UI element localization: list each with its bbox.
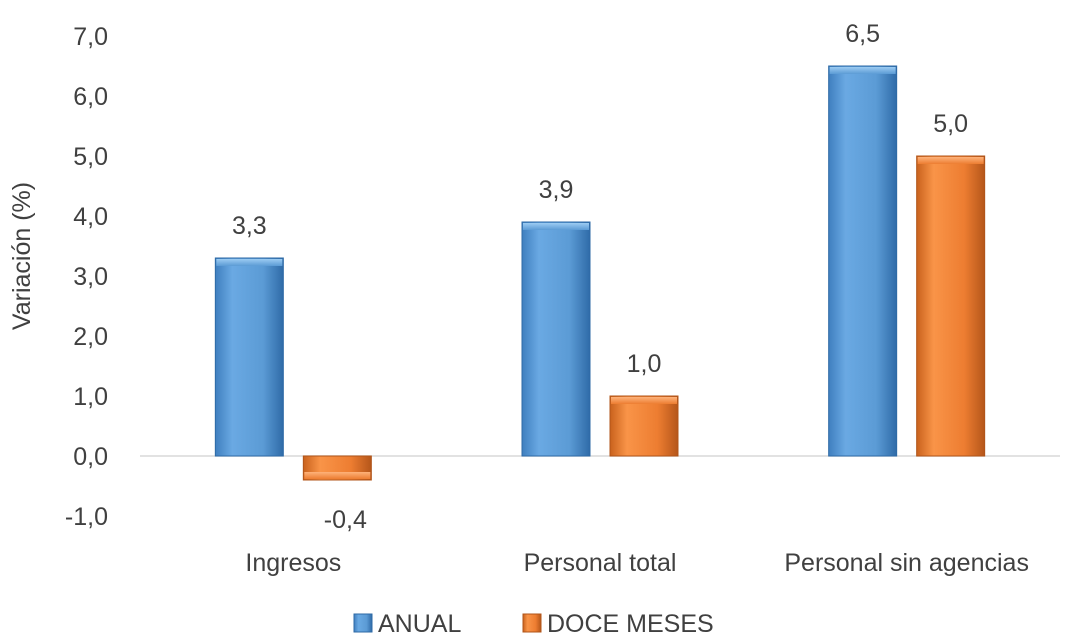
y-tick-label: 2,0	[73, 323, 108, 351]
legend: ANUAL DOCE MESES	[353, 610, 714, 638]
data-label: -0,4	[324, 506, 367, 534]
legend-swatch	[522, 613, 542, 633]
y-tick-label: 0,0	[73, 443, 108, 471]
bar-cap	[216, 259, 283, 266]
y-axis-ticks: -1,0 0,0 1,0 2,0 3,0 4,0 5,0 6,0 7,0	[65, 23, 108, 531]
bars-layer	[214, 65, 986, 481]
x-category-label: Personal sin agencias	[784, 549, 1029, 577]
bar-anual	[521, 221, 591, 457]
data-label: 3,9	[539, 176, 574, 204]
bar-body	[609, 395, 679, 457]
bar-body	[214, 257, 284, 457]
y-tick-label: -1,0	[65, 503, 108, 531]
bar-cap	[829, 67, 896, 74]
legend-item: DOCE MESES	[522, 610, 714, 638]
x-axis-ticks: Ingresos Personal total Personal sin agenc…	[245, 549, 1029, 577]
x-category-label: Personal total	[524, 549, 677, 577]
data-labels-layer: 3,3 -0,4 3,9 1,0 6,5 5,0	[232, 20, 968, 534]
data-label: 5,0	[933, 110, 968, 138]
bar-doce-meses	[609, 395, 679, 457]
bar-cap	[304, 472, 371, 479]
y-tick-label: 4,0	[73, 203, 108, 231]
bar-body	[521, 221, 591, 457]
y-tick-label: 7,0	[73, 23, 108, 51]
data-label: 3,3	[232, 212, 267, 240]
legend-item: ANUAL	[353, 610, 461, 638]
data-label: 1,0	[627, 350, 662, 378]
y-tick-label: 5,0	[73, 143, 108, 171]
bar-doce-meses	[302, 455, 372, 481]
y-tick-label: 1,0	[73, 383, 108, 411]
legend-label: DOCE MESES	[547, 610, 714, 638]
bar-body	[828, 65, 898, 457]
bar-body	[916, 155, 986, 457]
bar-anual	[828, 65, 898, 457]
y-tick-label: 3,0	[73, 263, 108, 291]
bar-cap	[917, 157, 984, 164]
data-label: 6,5	[845, 20, 880, 48]
legend-swatch	[353, 613, 373, 633]
bar-doce-meses	[916, 155, 986, 457]
y-axis-title: Variación (%)	[8, 182, 36, 330]
bar-cap	[523, 223, 589, 230]
bar-cap	[611, 397, 677, 404]
y-tick-label: 6,0	[73, 83, 108, 111]
legend-label: ANUAL	[378, 610, 461, 638]
x-category-label: Ingresos	[245, 549, 341, 577]
bar-anual	[214, 257, 284, 457]
y-axis-title-group: Variación (%)	[8, 182, 36, 330]
